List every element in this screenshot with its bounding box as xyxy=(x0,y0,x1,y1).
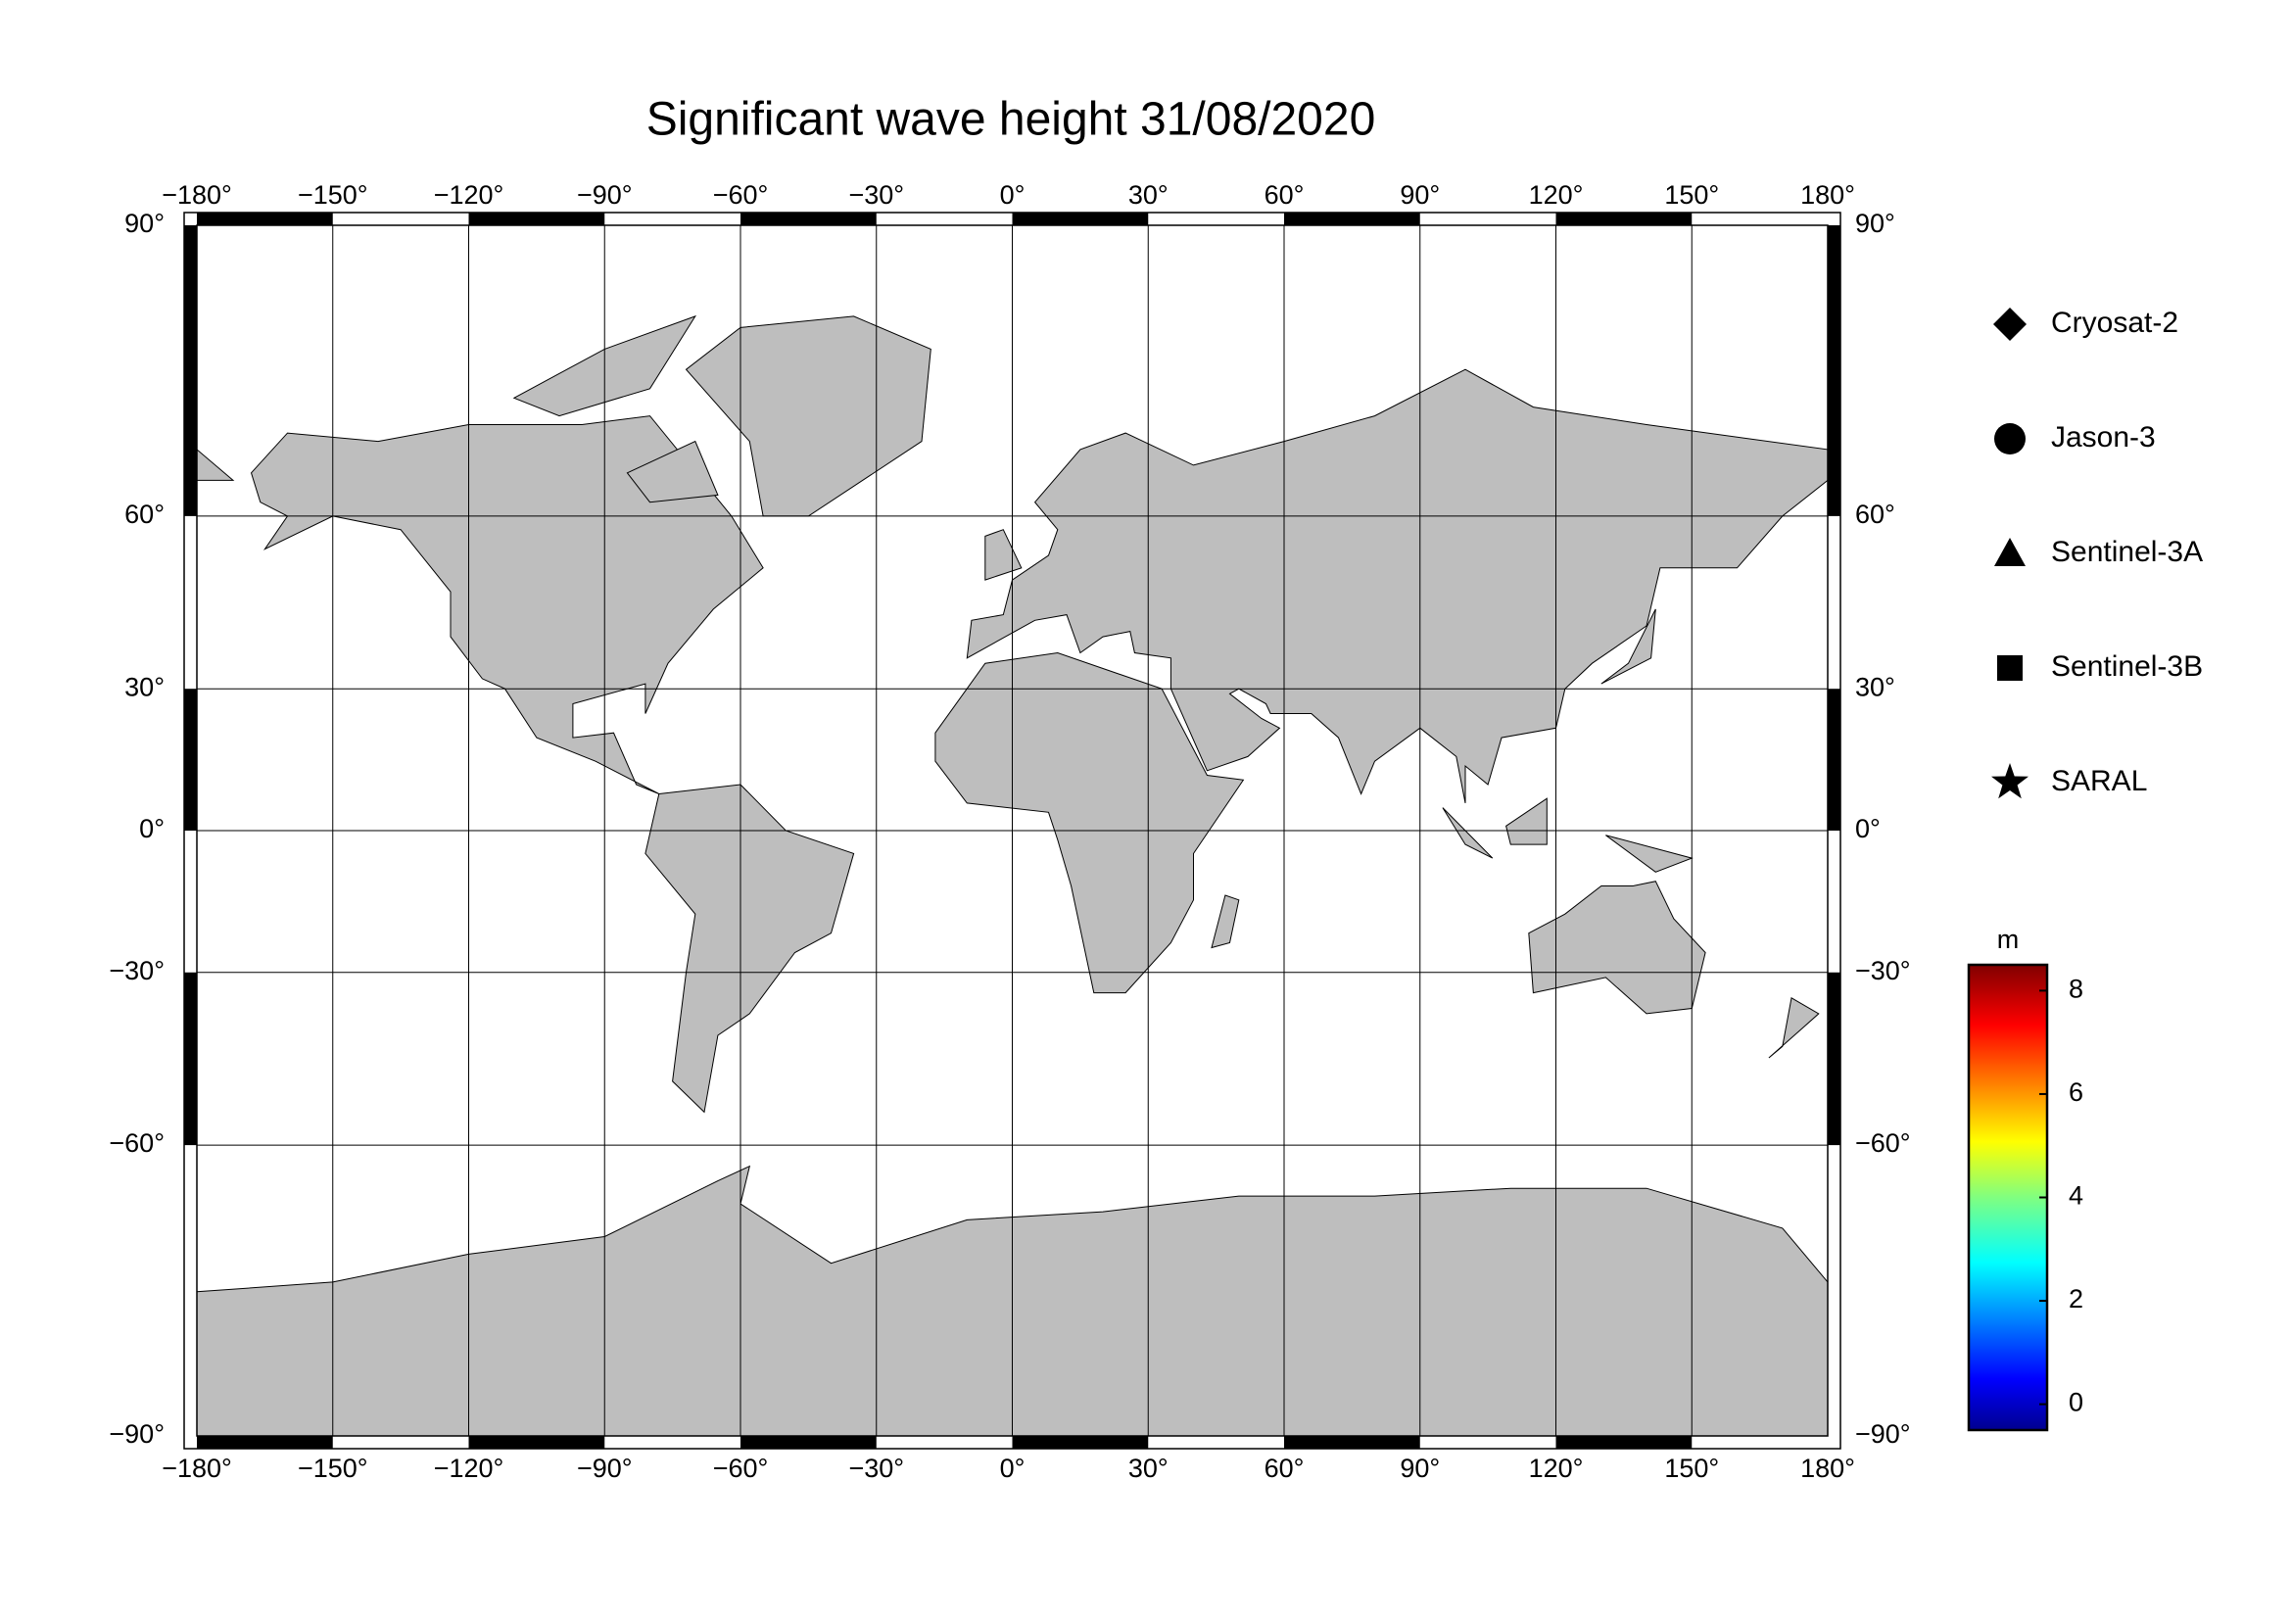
colorbar-tick-label: 2 xyxy=(2069,1284,2083,1314)
lon-label: 120° xyxy=(1529,1454,1584,1483)
lon-label: 90° xyxy=(1400,1454,1440,1483)
legend-marker xyxy=(1994,423,2026,454)
lat-label: 0° xyxy=(139,814,165,843)
lon-label: 120° xyxy=(1529,180,1584,210)
lat-label: 60° xyxy=(124,500,165,529)
lat-label: −30° xyxy=(1855,956,1911,985)
lat-label: −90° xyxy=(109,1419,165,1449)
lat-label: 90° xyxy=(1855,209,1895,238)
lon-label: 60° xyxy=(1265,1454,1305,1483)
landmass xyxy=(1211,894,1240,949)
lon-label: −180° xyxy=(162,180,232,210)
legend-marker xyxy=(1993,308,2027,341)
legend-label: Jason-3 xyxy=(2051,421,2156,454)
frame-band xyxy=(468,1436,605,1449)
legend-label: SARAL xyxy=(2051,765,2147,797)
lon-label: 0° xyxy=(1000,1454,1026,1483)
frame-band xyxy=(1012,1436,1149,1449)
lat-label: −90° xyxy=(1855,1419,1911,1449)
lat-label: 90° xyxy=(124,209,165,238)
axis-labels: −180° −180° −150° −150° −120° −120° −90° −90° −6… xyxy=(109,180,1910,1483)
frame-band xyxy=(740,213,877,225)
landmass xyxy=(196,448,235,481)
landmass xyxy=(1605,835,1694,873)
lon-label: 150° xyxy=(1664,1454,1719,1483)
lon-label: −150° xyxy=(298,1454,368,1483)
lat-label: 30° xyxy=(124,672,165,701)
frame-band xyxy=(1828,225,1840,516)
colorbar-unit: m xyxy=(1997,925,2020,954)
legend-label: Sentinel-3A xyxy=(2051,536,2203,568)
frame-band xyxy=(1012,213,1149,225)
landmass xyxy=(1528,881,1706,1015)
lat-label: −30° xyxy=(109,956,165,985)
legend: Cryosat-2 Jason-3 Sentinel-3A Sentinel-3B SA… xyxy=(1991,307,2203,799)
lat-label: −60° xyxy=(1855,1128,1911,1158)
colorbar-tick-label: 0 xyxy=(2069,1388,2083,1417)
frame-band xyxy=(1555,1436,1693,1449)
lon-label: 150° xyxy=(1664,180,1719,210)
lat-label: 60° xyxy=(1855,500,1895,529)
frame-band xyxy=(184,689,197,831)
lon-label: −30° xyxy=(848,180,904,210)
legend-label: Cryosat-2 xyxy=(2051,307,2178,339)
landmass xyxy=(1505,797,1548,845)
lon-label: 0° xyxy=(1000,180,1026,210)
lon-label: 60° xyxy=(1265,180,1305,210)
map-frame xyxy=(183,212,1841,1450)
lon-label: −30° xyxy=(848,1454,904,1483)
landmass xyxy=(626,440,719,503)
lon-label: 180° xyxy=(1800,180,1855,210)
frame-band xyxy=(740,1436,877,1449)
lon-label: 180° xyxy=(1800,1454,1855,1483)
legend-label: Sentinel-3B xyxy=(2051,650,2203,683)
lat-label: 30° xyxy=(1855,672,1895,701)
legend-marker xyxy=(1994,538,2026,566)
lon-label: −120° xyxy=(434,1454,504,1483)
frame-band xyxy=(468,213,605,225)
lon-label: 30° xyxy=(1128,1454,1169,1483)
colorbar-tick-label: 4 xyxy=(2069,1181,2083,1211)
lat-label: −60° xyxy=(109,1128,165,1158)
colorbar-body xyxy=(1967,963,2049,1432)
frame-band xyxy=(1555,213,1693,225)
frame-band xyxy=(197,1436,333,1449)
frame-band xyxy=(1828,689,1840,831)
landmass xyxy=(984,529,1023,581)
colorbar-tick-label: 8 xyxy=(2069,975,2083,1004)
frame-band xyxy=(1284,213,1420,225)
lon-label: −60° xyxy=(713,1454,769,1483)
frame-band xyxy=(184,225,197,516)
landmass xyxy=(685,315,931,517)
legend-marker xyxy=(1991,763,2028,799)
landmass xyxy=(1768,997,1820,1059)
landmass xyxy=(1600,608,1656,685)
lon-label: 90° xyxy=(1400,180,1440,210)
frame-band xyxy=(1284,1436,1420,1449)
lon-label: −90° xyxy=(577,180,633,210)
lon-label: 30° xyxy=(1128,180,1169,210)
lat-label: 0° xyxy=(1855,814,1881,843)
landmass xyxy=(644,784,855,1114)
lon-label: −180° xyxy=(162,1454,232,1483)
lon-label: −120° xyxy=(434,180,504,210)
lon-label: −90° xyxy=(577,1454,633,1483)
frame-band xyxy=(1828,972,1840,1146)
map-title: Significant wave height 31/08/2020 xyxy=(646,94,1376,146)
landmass xyxy=(1442,807,1494,859)
legend-marker xyxy=(1997,655,2023,681)
lon-label: −150° xyxy=(298,180,368,210)
frame-band xyxy=(184,972,197,1146)
colorbar: 0 2 4 6 8 m xyxy=(1967,925,2083,1432)
lon-label: −60° xyxy=(713,180,769,210)
landmass xyxy=(250,415,764,794)
colorbar-tick-label: 6 xyxy=(2069,1077,2083,1107)
frame-band xyxy=(197,213,333,225)
